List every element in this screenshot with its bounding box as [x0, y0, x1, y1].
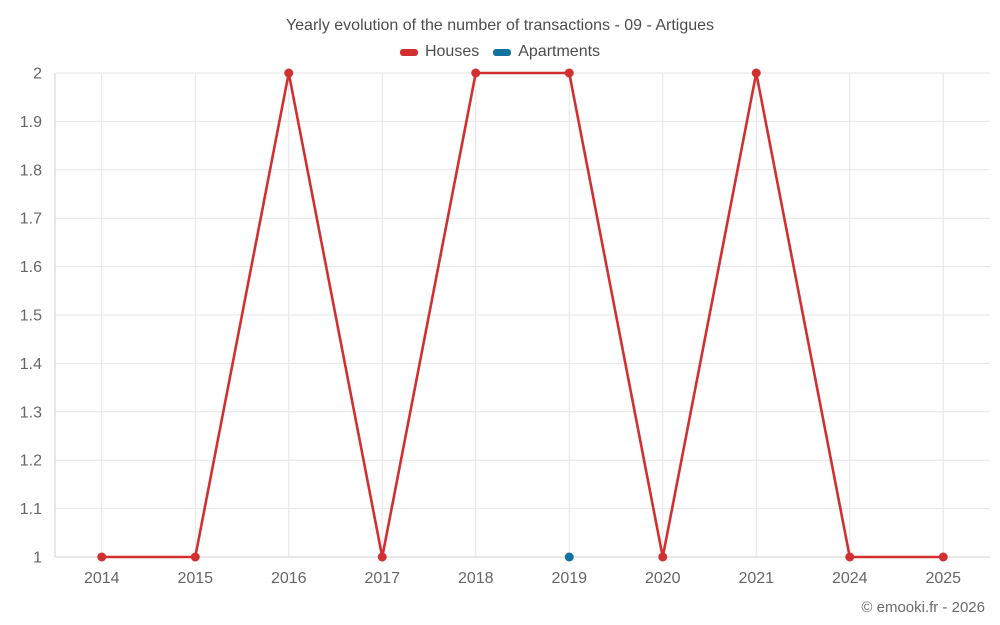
data-point-apartments-2019[interactable] [564, 552, 574, 562]
x-tick-label: 2019 [551, 570, 587, 587]
y-tick-label: 1.4 [20, 356, 42, 373]
y-tick-label: 1 [33, 550, 42, 567]
y-tick-label: 2 [33, 66, 42, 83]
y-tick-label: 1.8 [20, 162, 42, 179]
data-point-houses-2016[interactable] [284, 68, 294, 78]
data-point-houses-2019[interactable] [564, 68, 574, 78]
series-line-houses [101, 71, 944, 559]
apartments-swatch-icon [493, 48, 512, 56]
x-tick-label: 2016 [271, 570, 307, 587]
houses-swatch-icon [399, 48, 418, 56]
x-tick-label: 2015 [177, 570, 213, 587]
y-tick-label: 1.5 [20, 308, 42, 325]
chart-title: Yearly evolution of the number of transa… [285, 17, 715, 34]
y-tick-label: 1.2 [20, 453, 42, 470]
legend-label-apartments: Apartments [518, 43, 601, 60]
y-tick-label: 1.6 [20, 259, 42, 276]
data-point-houses-2021[interactable] [751, 68, 761, 78]
legend-item-apartments[interactable]: Apartments [493, 43, 600, 61]
data-point-houses-2014[interactable] [97, 552, 107, 562]
x-tick-label: 2014 [84, 570, 120, 587]
x-tick-label: 2020 [645, 570, 681, 587]
y-tick-label: 1.7 [20, 211, 42, 228]
data-point-houses-2018[interactable] [471, 68, 481, 78]
x-tick-label: 2025 [925, 570, 961, 587]
watermark: © emooki.fr - 2026 [861, 599, 985, 616]
legend-label-houses: Houses [424, 43, 480, 60]
data-point-houses-2017[interactable] [377, 552, 387, 562]
data-point-houses-2015[interactable] [190, 552, 200, 562]
y-tick-label: 1.9 [20, 114, 42, 131]
data-point-houses-2020[interactable] [658, 552, 668, 562]
x-tick-label: 2017 [364, 570, 400, 587]
y-tick-label: 1.1 [20, 501, 42, 518]
x-tick-label: 2021 [738, 570, 774, 587]
x-tick-label: 2024 [832, 570, 868, 587]
x-tick-label: 2018 [458, 570, 494, 587]
y-tick-label: 1.3 [20, 404, 42, 421]
data-point-houses-2025[interactable] [938, 552, 948, 562]
legend: Houses Apartments [0, 43, 1000, 61]
data-point-houses-2024[interactable] [845, 552, 855, 562]
legend-item-houses[interactable]: Houses [399, 43, 480, 61]
